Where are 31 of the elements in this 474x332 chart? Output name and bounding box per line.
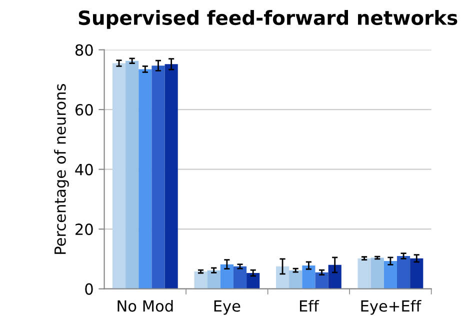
bar bbox=[289, 270, 302, 289]
x-tick-label: Eye+Eff bbox=[361, 300, 422, 315]
bar bbox=[410, 258, 424, 289]
bar bbox=[276, 266, 290, 289]
y-tick-label: 60 bbox=[75, 104, 93, 116]
y-tick-label: 0 bbox=[85, 283, 93, 295]
bar bbox=[207, 270, 220, 289]
y-tick-label: 20 bbox=[76, 224, 93, 236]
bar bbox=[358, 258, 371, 289]
bar bbox=[246, 273, 260, 289]
bar bbox=[164, 64, 178, 289]
x-tick-label: Eff bbox=[300, 300, 320, 312]
bar bbox=[370, 258, 384, 289]
x-tick-label: Eye bbox=[214, 300, 240, 315]
chart-title: Supervised feed-forward networks bbox=[78, 10, 458, 29]
bar bbox=[126, 60, 139, 289]
bar bbox=[138, 69, 152, 289]
bar bbox=[233, 266, 247, 289]
bar bbox=[397, 256, 410, 289]
bar bbox=[315, 272, 328, 289]
y-tick-label: 80 bbox=[75, 44, 93, 56]
bar bbox=[152, 66, 165, 289]
bar bbox=[384, 261, 397, 289]
bar bbox=[302, 266, 316, 289]
bar bbox=[220, 264, 234, 289]
bar bbox=[194, 272, 208, 289]
y-axis-title: Percentage of neurons bbox=[54, 84, 69, 254]
x-tick-label: No Mod bbox=[118, 300, 173, 312]
y-tick-label: 40 bbox=[75, 164, 93, 176]
bar bbox=[328, 264, 342, 289]
bar bbox=[112, 63, 126, 289]
